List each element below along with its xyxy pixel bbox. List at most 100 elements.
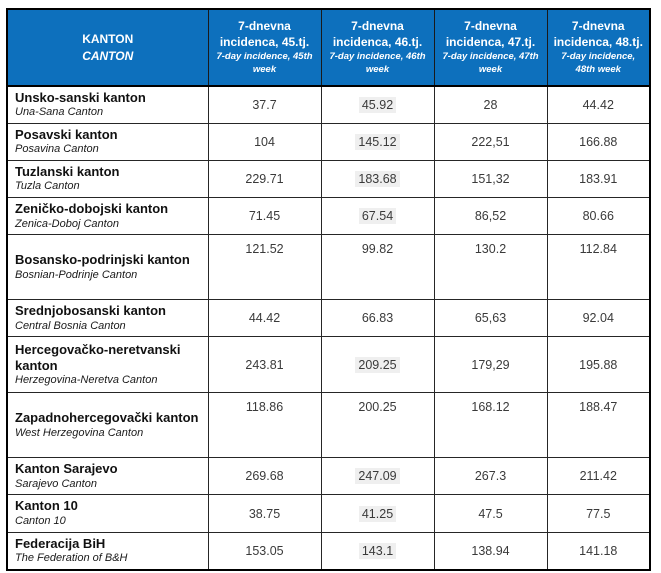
- value-cell-week47: 28: [433, 85, 548, 125]
- value: 222,51: [471, 135, 510, 150]
- value: 166.88: [579, 135, 618, 150]
- canton-name: Zapadnohercegovački kanton: [15, 410, 199, 426]
- canton-name: Posavski kanton: [15, 127, 118, 143]
- canton-name: Hercegovačko-neretvanski kanton: [15, 342, 181, 373]
- value-cell-week48: 183.91: [546, 160, 651, 199]
- value: 47.5: [478, 506, 503, 521]
- canton-name: Federacija BiH: [15, 535, 106, 551]
- header-week48-cell: 7-dnevna incidenca, 48.tj. 7-day inciden…: [546, 8, 651, 87]
- value: 38.75: [248, 506, 281, 521]
- table-row: Posavski kanton Posavina Canton 104 145.…: [6, 123, 651, 162]
- header-canton-cell: KANTON CANTON: [6, 8, 209, 87]
- canton-name-cell: Kanton 10 Canton 10: [6, 494, 209, 533]
- value: 28: [483, 98, 498, 113]
- canton-name: Srednjobosanski kanton: [15, 303, 166, 319]
- canton-name-cell: Zeničko-dobojski kanton Zenica-Doboj Can…: [6, 197, 209, 236]
- header-week46-cell: 7-dnevna incidenca, 46.tj. 7-day inciden…: [320, 8, 435, 87]
- canton-name-cell: Bosansko-podrinjski kanton Bosnian-Podri…: [6, 234, 209, 301]
- value-cell-week47: 222,51: [433, 123, 548, 162]
- value-cell-week46: 183.68: [320, 160, 435, 199]
- value-cell-week45: 44.42: [207, 299, 322, 338]
- header-week45-subtitle: 7-day incidence, 45th week: [216, 51, 313, 75]
- incidence-table: KANTON CANTON 7-dnevna incidenca, 45.tj.…: [6, 8, 651, 571]
- value-cell-week47: 151,32: [433, 160, 548, 199]
- header-canton-subtitle: CANTON: [82, 48, 134, 63]
- value-cell-week48: 166.88: [546, 123, 651, 162]
- header-week45-cell: 7-dnevna incidenca, 45.tj. 7-day inciden…: [207, 8, 322, 87]
- value-cell-week45: 37.7: [207, 85, 322, 125]
- canton-name-en: Herzegovina-Neretva Canton: [15, 373, 158, 386]
- value-cell-week46: 209.25: [320, 336, 435, 394]
- value-cell-week46: 247.09: [320, 457, 435, 496]
- header-week48-subtitle: 7-day incidence, 48th week: [561, 51, 636, 75]
- table-row: Federacija BiH The Federation of B&H 153…: [6, 531, 651, 571]
- value: 141.18: [579, 543, 618, 558]
- value: 143.1: [358, 542, 397, 559]
- value-cell-week47: 130.2: [433, 234, 548, 301]
- canton-name-en: West Herzegovina Canton: [15, 426, 144, 439]
- header-week46-title: 7-dnevna incidenca, 46.tj.: [332, 19, 423, 49]
- value: 247.09: [355, 468, 400, 485]
- value-cell-week45: 38.75: [207, 494, 322, 533]
- table-header-row: KANTON CANTON 7-dnevna incidenca, 45.tj.…: [6, 8, 651, 87]
- value: 179,29: [471, 357, 510, 372]
- value: 80.66: [582, 209, 614, 224]
- value: 211.42: [579, 469, 617, 484]
- canton-name-en: Posavina Canton: [15, 143, 99, 156]
- table-row: Zapadnohercegovački kanton West Herzegov…: [6, 392, 651, 459]
- canton-name-en: Canton 10: [15, 514, 66, 527]
- table-row: Zeničko-dobojski kanton Zenica-Doboj Can…: [6, 197, 651, 236]
- value: 168.12: [471, 400, 510, 415]
- canton-name-cell: Federacija BiH The Federation of B&H: [6, 531, 209, 571]
- value: 188.47: [579, 400, 618, 415]
- value: 41.25: [358, 505, 397, 522]
- value: 200.25: [358, 400, 397, 415]
- value-cell-week47: 168.12: [433, 392, 548, 459]
- value-cell-week48: 195.88: [546, 336, 651, 394]
- canton-name-en: The Federation of B&H: [15, 551, 128, 564]
- canton-name: Kanton 10: [15, 498, 78, 514]
- table-row: Hercegovačko-neretvanski kanton Herzegov…: [6, 336, 651, 394]
- value-cell-week47: 138.94: [433, 531, 548, 571]
- canton-name: Zeničko-dobojski kanton: [15, 201, 169, 217]
- canton-name: Kanton Sarajevo: [15, 461, 118, 477]
- value-cell-week45: 269.68: [207, 457, 322, 496]
- value: 86,52: [474, 209, 507, 224]
- header-week46-subtitle: 7-day incidence, 46th week: [329, 51, 426, 75]
- header-week48-title: 7-dnevna incidenca, 48.tj.: [553, 19, 643, 49]
- value-cell-week48: 188.47: [546, 392, 651, 459]
- value-cell-week46: 143.1: [320, 531, 435, 571]
- value: 112.84: [579, 242, 617, 257]
- value-cell-week48: 112.84: [546, 234, 651, 301]
- value: 151,32: [471, 172, 510, 187]
- value-cell-week48: 141.18: [546, 531, 651, 571]
- value: 229.71: [245, 172, 284, 187]
- canton-name-en: Una-Sana Canton: [15, 106, 104, 119]
- value-cell-week45: 71.45: [207, 197, 322, 236]
- value: 243.81: [245, 357, 284, 372]
- value-cell-week46: 41.25: [320, 494, 435, 533]
- value: 44.42: [582, 98, 614, 113]
- value: 65,63: [474, 311, 507, 326]
- value-cell-week47: 179,29: [433, 336, 548, 394]
- value: 67.54: [358, 208, 397, 225]
- value-cell-week46: 200.25: [320, 392, 435, 459]
- value: 130.2: [474, 242, 507, 257]
- canton-name: Unsko-sanski kanton: [15, 90, 146, 105]
- value: 269.68: [245, 469, 284, 484]
- value-cell-week46: 67.54: [320, 197, 435, 236]
- canton-name-en: Sarajevo Canton: [15, 477, 97, 490]
- table-row: Tuzlanski kanton Tuzla Canton 229.71 183…: [6, 160, 651, 199]
- value-cell-week46: 45.92: [320, 85, 435, 125]
- table-row: Kanton 10 Canton 10 38.75 41.25 47.5 77.…: [6, 494, 651, 533]
- value: 183.68: [355, 171, 400, 188]
- value-cell-week47: 65,63: [433, 299, 548, 338]
- value: 45.92: [358, 97, 397, 114]
- table-row: Srednjobosanski kanton Central Bosnia Ca…: [6, 299, 651, 338]
- document-page: KANTON CANTON 7-dnevna incidenca, 45.tj.…: [6, 8, 651, 571]
- canton-name-en: Zenica-Doboj Canton: [15, 217, 119, 230]
- value-cell-week47: 86,52: [433, 197, 548, 236]
- value-cell-week48: 44.42: [546, 85, 651, 125]
- canton-name-cell: Unsko-sanski kanton Una-Sana Canton: [6, 85, 209, 125]
- value: 92.04: [582, 311, 614, 326]
